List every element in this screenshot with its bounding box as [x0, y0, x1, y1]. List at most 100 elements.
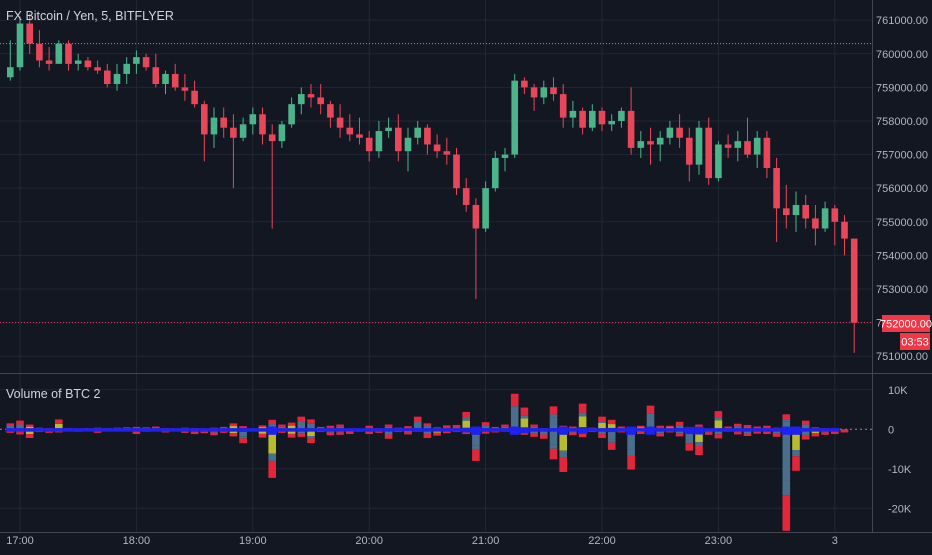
volume-net-bar [150, 428, 161, 432]
volume-bar-segment [413, 416, 422, 422]
volume-net-bar [83, 428, 93, 432]
candle-body [55, 43, 63, 64]
volume-net-bar [752, 428, 763, 432]
volume-net-bar [403, 428, 413, 432]
candle-body [569, 110, 577, 118]
volume-bar-segment [55, 419, 63, 424]
volume-bar-segment [792, 456, 800, 471]
volume-net-bar [393, 428, 404, 432]
volume-bars-layer[interactable] [5, 393, 849, 531]
candle-body [540, 87, 548, 98]
volume-net-bar [180, 428, 190, 432]
volume-net-bar [315, 428, 326, 432]
volume-bar-segment [481, 422, 490, 426]
volume-bar-segment [307, 436, 315, 439]
volume-bar-segment [472, 449, 480, 461]
volume-bar-segment [258, 433, 267, 438]
candle-body [763, 137, 771, 169]
candle-body [16, 23, 24, 68]
time-tick-label: 22:00 [588, 535, 616, 547]
volume-net-bar [24, 428, 35, 432]
volume-bar-segment [365, 425, 373, 428]
candle-body [171, 73, 179, 88]
volume-bar-segment [25, 429, 34, 435]
volume-bar-segment [462, 420, 470, 430]
candles-layer[interactable] [7, 13, 858, 353]
volume-bar-segment [297, 416, 306, 422]
volume-bar-segment [510, 411, 519, 430]
candle-body [841, 221, 848, 239]
volume-bar-segment [16, 432, 24, 435]
volume-bar-segment [753, 426, 761, 430]
candle-body [676, 127, 683, 138]
price-tick-label: 760000.00 [876, 49, 928, 61]
volume-bar-segment [578, 433, 587, 438]
candle-body [395, 127, 402, 152]
volume-bar-segment [743, 426, 752, 430]
volume-tick-label: -20K [888, 503, 912, 515]
candle-body [298, 94, 305, 105]
price-tick-label: 753000.00 [876, 284, 928, 296]
volume-bar-segment [540, 429, 548, 435]
volume-bar-segment [501, 426, 509, 430]
volume-net-bar [742, 428, 753, 432]
volume-bar-segment [637, 425, 645, 428]
volume-bar-segment [598, 422, 606, 430]
volume-bar-segment [25, 424, 34, 427]
volume-net-bar [209, 428, 219, 432]
volume-net-bar [490, 428, 501, 432]
volume-bar-segment [375, 431, 383, 433]
volume-bar-segment [423, 434, 432, 438]
volume-bar-segment [675, 421, 684, 426]
countdown-label: 03:53 [901, 337, 929, 349]
volume-bar-segment [646, 417, 655, 430]
candle-body [812, 218, 819, 229]
candle-body [598, 110, 606, 125]
volume-bar-segment [472, 429, 480, 446]
volume-net-bar [519, 427, 530, 434]
volume-bar-segment [45, 431, 53, 433]
volume-net-bar [674, 428, 685, 432]
volume-net-bar [277, 428, 287, 432]
candle-body [191, 90, 198, 105]
volume-net-bar [606, 427, 617, 433]
volume-net-bar [626, 426, 636, 435]
volume-bar-segment [569, 426, 577, 430]
volume-net-bar [694, 426, 704, 435]
volume-net-bar [34, 428, 45, 432]
candle-body [492, 157, 499, 189]
volume-net-bar [529, 428, 539, 432]
volume-bar-segment [831, 431, 839, 435]
volume-bar-segment [6, 431, 15, 433]
volume-net-bar [238, 427, 248, 432]
volume-bar-segment [268, 429, 276, 454]
volume-net-bar [684, 426, 695, 435]
candle-body [792, 204, 800, 216]
candle-body [850, 238, 858, 323]
volume-net-bar [218, 428, 229, 432]
candle-body [201, 104, 208, 135]
volume-net-bar [461, 427, 472, 433]
price-tick-label: 756000.00 [876, 183, 928, 195]
volume-net-bar [441, 428, 452, 432]
volume-bar-segment [190, 431, 199, 435]
candle-body [288, 104, 295, 125]
volume-net-bar [102, 428, 113, 432]
candle-body [627, 110, 635, 148]
volume-bar-segment [404, 426, 412, 430]
volume-bar-segment [549, 417, 558, 430]
volume-bar-segment [549, 414, 558, 418]
candle-body [511, 80, 518, 155]
volume-bar-segment [268, 419, 276, 425]
volume-bar-segment [675, 425, 684, 430]
volume-bar-segment [307, 423, 315, 430]
price-tick-label: 757000.00 [876, 150, 928, 162]
volume-bar-segment [423, 426, 432, 430]
volume-bar-segment [782, 480, 791, 496]
volume-net-bar [471, 426, 481, 435]
time-tick-label: 20:00 [355, 535, 383, 547]
volume-net-bar [771, 428, 782, 432]
volume-bar-segment [384, 426, 393, 430]
candle-body [433, 144, 441, 152]
